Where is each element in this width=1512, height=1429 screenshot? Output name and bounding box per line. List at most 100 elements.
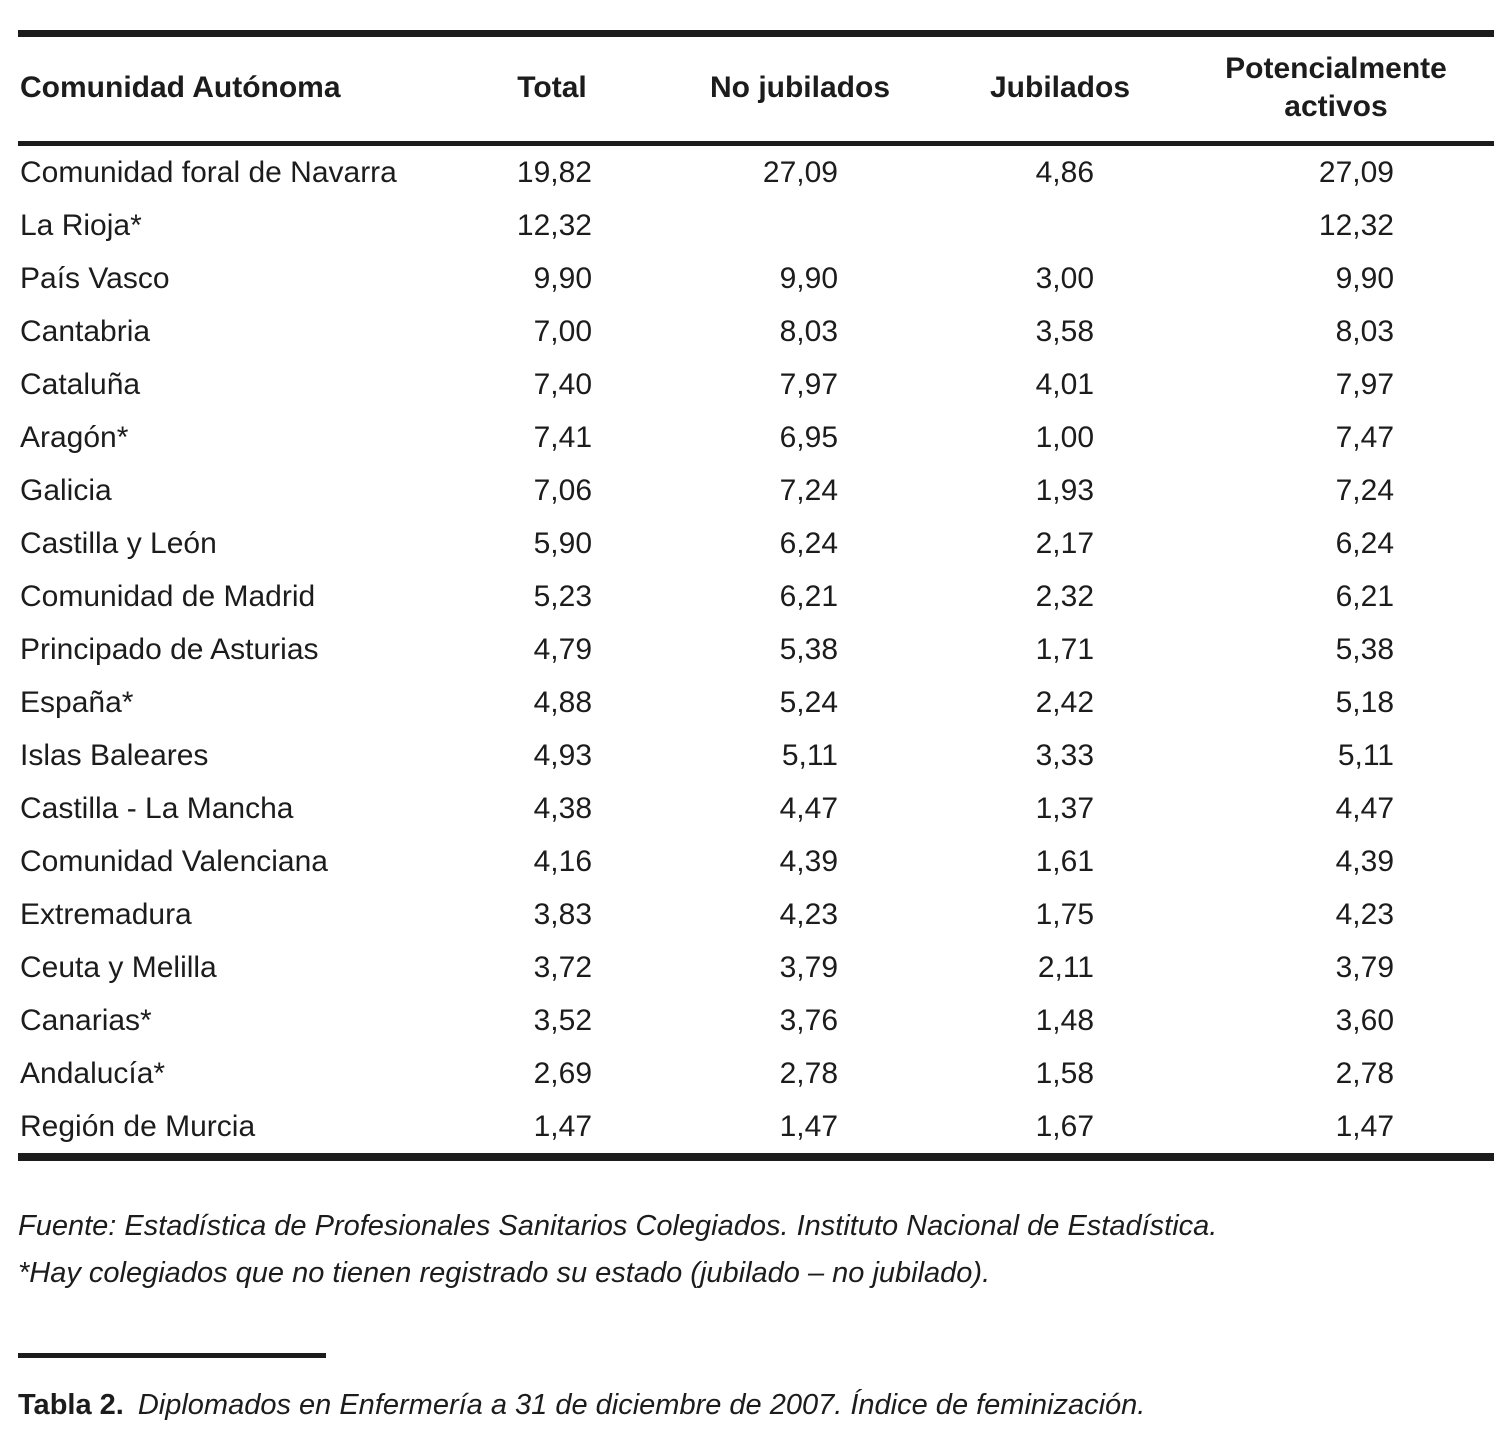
- row-value-potencialmente_activos: 4,23: [1335, 897, 1394, 931]
- caption-rule: [18, 1353, 326, 1358]
- row-value-total: 2,69: [533, 1056, 592, 1090]
- table-row: Islas Baleares 4,93 5,11 3,33 5,11: [18, 729, 1494, 782]
- row-value-potencialmente_activos: 6,21: [1335, 579, 1394, 613]
- row-value-no_jubilados: 4,39: [779, 844, 838, 878]
- row-value-no_jubilados: 5,11: [781, 738, 838, 772]
- row-value-no_jubilados: 6,21: [779, 579, 838, 613]
- row-value-jubilados: 3,00: [1035, 261, 1094, 295]
- row-value-jubilados: 2,32: [1035, 579, 1094, 613]
- row-label: Comunidad foral de Navarra: [20, 155, 397, 189]
- row-value-no_jubilados: 7,24: [779, 473, 838, 507]
- row-value-potencialmente_activos: 7,24: [1335, 473, 1394, 507]
- row-label: Comunidad Valenciana: [20, 844, 328, 878]
- row-value-no_jubilados: 8,03: [779, 314, 838, 348]
- row-value-no_jubilados: 3,76: [779, 1003, 838, 1037]
- row-value-potencialmente_activos: 7,47: [1335, 420, 1394, 454]
- row-value-jubilados: 1,00: [1035, 420, 1094, 454]
- row-value-potencialmente_activos: 4,39: [1335, 844, 1394, 878]
- row-value-no_jubilados: 6,95: [779, 420, 838, 454]
- row-label: Castilla y León: [20, 526, 217, 560]
- row-value-potencialmente_activos: 5,18: [1335, 685, 1394, 719]
- row-value-jubilados: 2,42: [1035, 685, 1094, 719]
- row-value-potencialmente_activos: 9,90: [1335, 261, 1394, 295]
- row-value-potencialmente_activos: 27,09: [1318, 155, 1394, 189]
- row-value-total: 3,52: [533, 1003, 592, 1037]
- row-value-total: 4,16: [533, 844, 592, 878]
- caption-text: Diplomados en Enfermería a 31 de diciemb…: [137, 1389, 1146, 1421]
- row-value-jubilados: 4,01: [1035, 367, 1094, 401]
- row-value-potencialmente_activos: 3,79: [1335, 950, 1394, 984]
- row-value-total: 9,90: [533, 261, 592, 295]
- row-value-no_jubilados: 2,78: [779, 1056, 838, 1090]
- row-label: Principado de Asturias: [20, 632, 319, 666]
- row-value-jubilados: 1,93: [1035, 473, 1094, 507]
- row-label: Canarias*: [20, 1003, 152, 1037]
- table-row: España* 4,88 5,24 2,42 5,18: [18, 676, 1494, 729]
- table-row: Extremadura 3,83 4,23 1,75 4,23: [18, 888, 1494, 941]
- row-value-jubilados: 1,48: [1035, 1003, 1094, 1037]
- table-row: Ceuta y Melilla 3,72 3,79 2,11 3,79: [18, 941, 1494, 994]
- row-label: País Vasco: [20, 261, 170, 295]
- row-value-potencialmente_activos: 4,47: [1335, 791, 1394, 825]
- table-row: Castilla y León 5,90 6,24 2,17 6,24: [18, 517, 1494, 570]
- row-value-potencialmente_activos: 2,78: [1335, 1056, 1394, 1090]
- col-header-comunidad-autonoma: Comunidad Autónoma: [18, 33, 446, 146]
- row-value-no_jubilados: [658, 199, 942, 252]
- row-value-jubilados: 2,11: [1037, 950, 1094, 984]
- row-value-total: 7,41: [533, 420, 592, 454]
- table-row: Comunidad Valenciana 4,16 4,39 1,61 4,39: [18, 835, 1494, 888]
- footnote-source: Fuente: Estadística de Profesionales San…: [18, 1210, 1218, 1242]
- row-value-total: 12,32: [516, 208, 592, 242]
- row-value-potencialmente_activos: 12,32: [1318, 208, 1394, 242]
- row-label: Castilla - La Mancha: [20, 791, 294, 825]
- row-value-no_jubilados: 4,47: [779, 791, 838, 825]
- col-header-no-jubilados: No jubilados: [658, 33, 942, 146]
- table-row: Canarias* 3,52 3,76 1,48 3,60: [18, 994, 1494, 1047]
- table-caption: Tabla 2. Diplomados en Enfermería a 31 de…: [18, 1386, 1494, 1424]
- col-header-total: Total: [446, 33, 658, 146]
- table-body: Comunidad foral de Navarra 19,82 27,09 4,86…: [18, 144, 1494, 1158]
- row-value-potencialmente_activos: 7,97: [1335, 367, 1394, 401]
- row-value-no_jubilados: 27,09: [762, 155, 838, 189]
- footnotes: Fuente: Estadística de Profesionales San…: [18, 1203, 1494, 1297]
- row-value-no_jubilados: 3,79: [779, 950, 838, 984]
- row-value-total: 4,79: [533, 632, 592, 666]
- row-label: Extremadura: [20, 897, 192, 931]
- table-row: Región de Murcia 1,47 1,47 1,67 1,47: [18, 1100, 1494, 1157]
- row-label: España*: [20, 685, 134, 719]
- row-value-potencialmente_activos: 6,24: [1335, 526, 1394, 560]
- caption-label: Tabla 2.: [18, 1389, 124, 1421]
- row-value-no_jubilados: 7,97: [779, 367, 838, 401]
- table-row: Andalucía* 2,69 2,78 1,58 2,78: [18, 1047, 1494, 1100]
- row-label: Islas Baleares: [20, 738, 209, 772]
- row-value-no_jubilados: 4,23: [779, 897, 838, 931]
- row-value-total: 7,40: [533, 367, 592, 401]
- row-value-total: 7,06: [533, 473, 592, 507]
- row-value-total: 7,00: [533, 314, 592, 348]
- row-label: Cataluña: [20, 367, 141, 401]
- table-row: Aragón* 7,41 6,95 1,00 7,47: [18, 411, 1494, 464]
- table-row: Cataluña 7,40 7,97 4,01 7,97: [18, 358, 1494, 411]
- row-value-jubilados: 3,33: [1035, 738, 1094, 772]
- table-header-row: Comunidad Autónoma Total No jubilados Ju…: [18, 33, 1494, 146]
- row-value-jubilados: 1,58: [1035, 1056, 1094, 1090]
- row-label: Galicia: [20, 473, 112, 507]
- table-row: País Vasco 9,90 9,90 3,00 9,90: [18, 252, 1494, 305]
- row-value-potencialmente_activos: 1,47: [1335, 1109, 1394, 1143]
- table-row: Castilla - La Mancha 4,38 4,47 1,37 4,47: [18, 782, 1494, 835]
- row-value-jubilados: 1,61: [1035, 844, 1094, 878]
- row-value-potencialmente_activos: 8,03: [1335, 314, 1394, 348]
- row-value-total: 4,38: [533, 791, 592, 825]
- row-value-jubilados: 1,75: [1035, 897, 1094, 931]
- row-value-jubilados: 1,71: [1035, 632, 1094, 666]
- row-value-total: 4,88: [533, 685, 592, 719]
- row-label: Ceuta y Melilla: [20, 950, 217, 984]
- row-value-total: 4,93: [533, 738, 592, 772]
- row-value-potencialmente_activos: 5,38: [1335, 632, 1394, 666]
- table-row: La Rioja* 12,32 12,32: [18, 199, 1494, 252]
- row-value-jubilados: [942, 199, 1178, 252]
- table-row: Comunidad foral de Navarra 19,82 27,09 4,86…: [18, 144, 1494, 200]
- row-value-jubilados: 1,37: [1035, 791, 1094, 825]
- table-row: Comunidad de Madrid 5,23 6,21 2,32 6,21: [18, 570, 1494, 623]
- feminization-index-table: Comunidad Autónoma Total No jubilados Ju…: [18, 30, 1494, 1161]
